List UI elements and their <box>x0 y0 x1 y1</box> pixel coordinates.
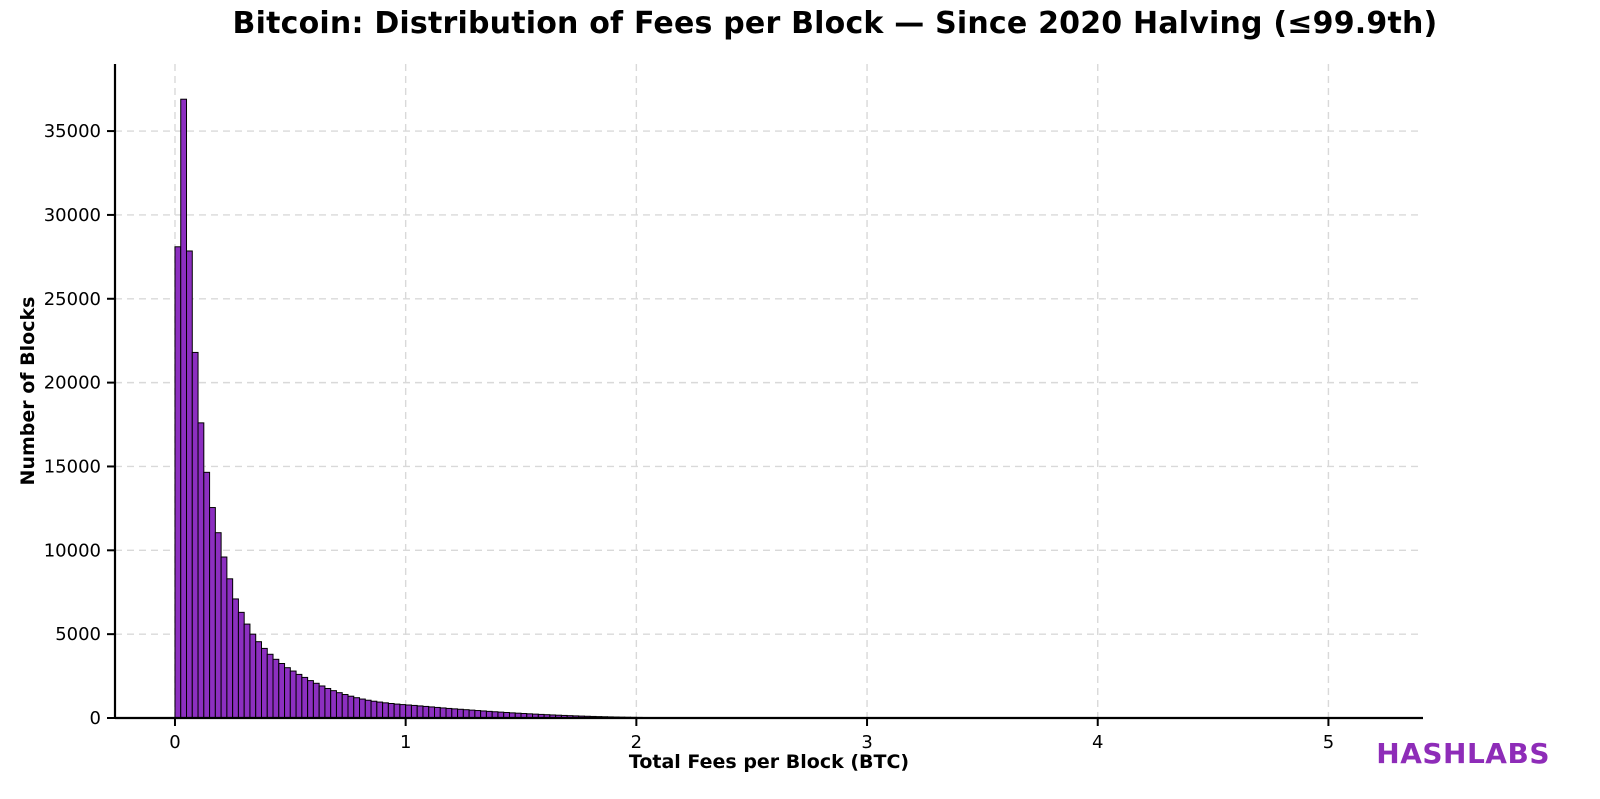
histogram-bar <box>209 507 216 719</box>
histogram-bar <box>439 707 447 719</box>
histogram-bar <box>410 704 418 719</box>
histogram-bar <box>457 708 464 719</box>
histogram-bar <box>462 709 470 719</box>
histogram-bar <box>197 422 205 719</box>
histogram-bar <box>428 706 436 719</box>
histogram-bar <box>243 623 251 719</box>
histogram-bar <box>272 658 280 719</box>
hashlabs-logo: HASHLABS <box>1376 737 1550 770</box>
histogram-bar <box>364 699 372 719</box>
histogram-bar <box>220 556 228 719</box>
histogram-bar <box>422 705 430 719</box>
histogram-bar <box>255 641 262 719</box>
histogram-bar <box>232 598 239 719</box>
x-tick-label: 4 <box>1092 732 1103 753</box>
histogram-bar <box>370 700 378 719</box>
x-tick-label: 2 <box>631 732 642 753</box>
histogram-bar <box>474 710 482 719</box>
histogram-bar <box>347 695 355 719</box>
histogram-bar <box>180 98 188 719</box>
histogram-bar <box>301 676 309 719</box>
histogram-bar <box>393 703 401 719</box>
histogram-bar <box>387 702 395 719</box>
y-tick-label: 15000 <box>44 456 101 477</box>
chart-title: Bitcoin: Distribution of Fees per Block … <box>232 6 1438 41</box>
x-tick-label: 3 <box>861 732 872 753</box>
histogram-bar <box>186 250 193 719</box>
histogram-bar <box>312 682 320 719</box>
histogram-bar <box>468 709 476 719</box>
y-tick-label: 35000 <box>44 121 101 142</box>
x-tick-label: 5 <box>1323 732 1334 753</box>
histogram-bar <box>260 647 268 719</box>
histogram-bar <box>405 704 412 719</box>
x-tick-label: 1 <box>400 732 411 753</box>
histogram-bar <box>191 351 199 719</box>
histogram-bar <box>445 707 453 719</box>
histogram-bar <box>399 704 407 719</box>
histogram-bar <box>278 663 286 719</box>
histogram-bar <box>174 246 182 719</box>
y-tick-label: 5000 <box>55 624 101 645</box>
y-tick-label: 0 <box>90 708 101 729</box>
histogram-bar <box>226 578 234 719</box>
histogram-bar <box>353 697 361 719</box>
histogram-bar <box>382 702 389 719</box>
histogram-bar <box>295 673 303 719</box>
histogram-bar <box>416 705 424 719</box>
histogram-bar <box>434 706 441 719</box>
histogram-bar <box>214 532 222 719</box>
histogram-bar <box>318 685 326 719</box>
y-tick-label: 25000 <box>44 289 101 310</box>
y-tick-label: 30000 <box>44 205 101 226</box>
histogram-bar <box>307 680 314 719</box>
x-tick-label: 0 <box>169 732 180 753</box>
x-axis-label: Total Fees per Block (BTC) <box>628 751 910 773</box>
histogram-bar <box>237 611 245 719</box>
histogram-bar <box>284 667 291 719</box>
histogram-bar <box>451 708 459 719</box>
histogram-bar <box>335 692 343 719</box>
histogram-bar <box>266 653 274 719</box>
histogram-bar <box>249 633 257 719</box>
histogram-bar <box>341 694 349 719</box>
y-tick-label: 10000 <box>44 540 101 561</box>
histogram-bar <box>203 471 211 719</box>
histogram-bar <box>376 701 384 719</box>
histogram-bar <box>359 698 366 719</box>
histogram-bar <box>324 687 332 719</box>
histogram-bar <box>330 690 337 719</box>
y-tick-label: 20000 <box>44 373 101 394</box>
histogram-bar <box>289 670 297 719</box>
y-axis-label: Number of Blocks <box>17 296 39 486</box>
